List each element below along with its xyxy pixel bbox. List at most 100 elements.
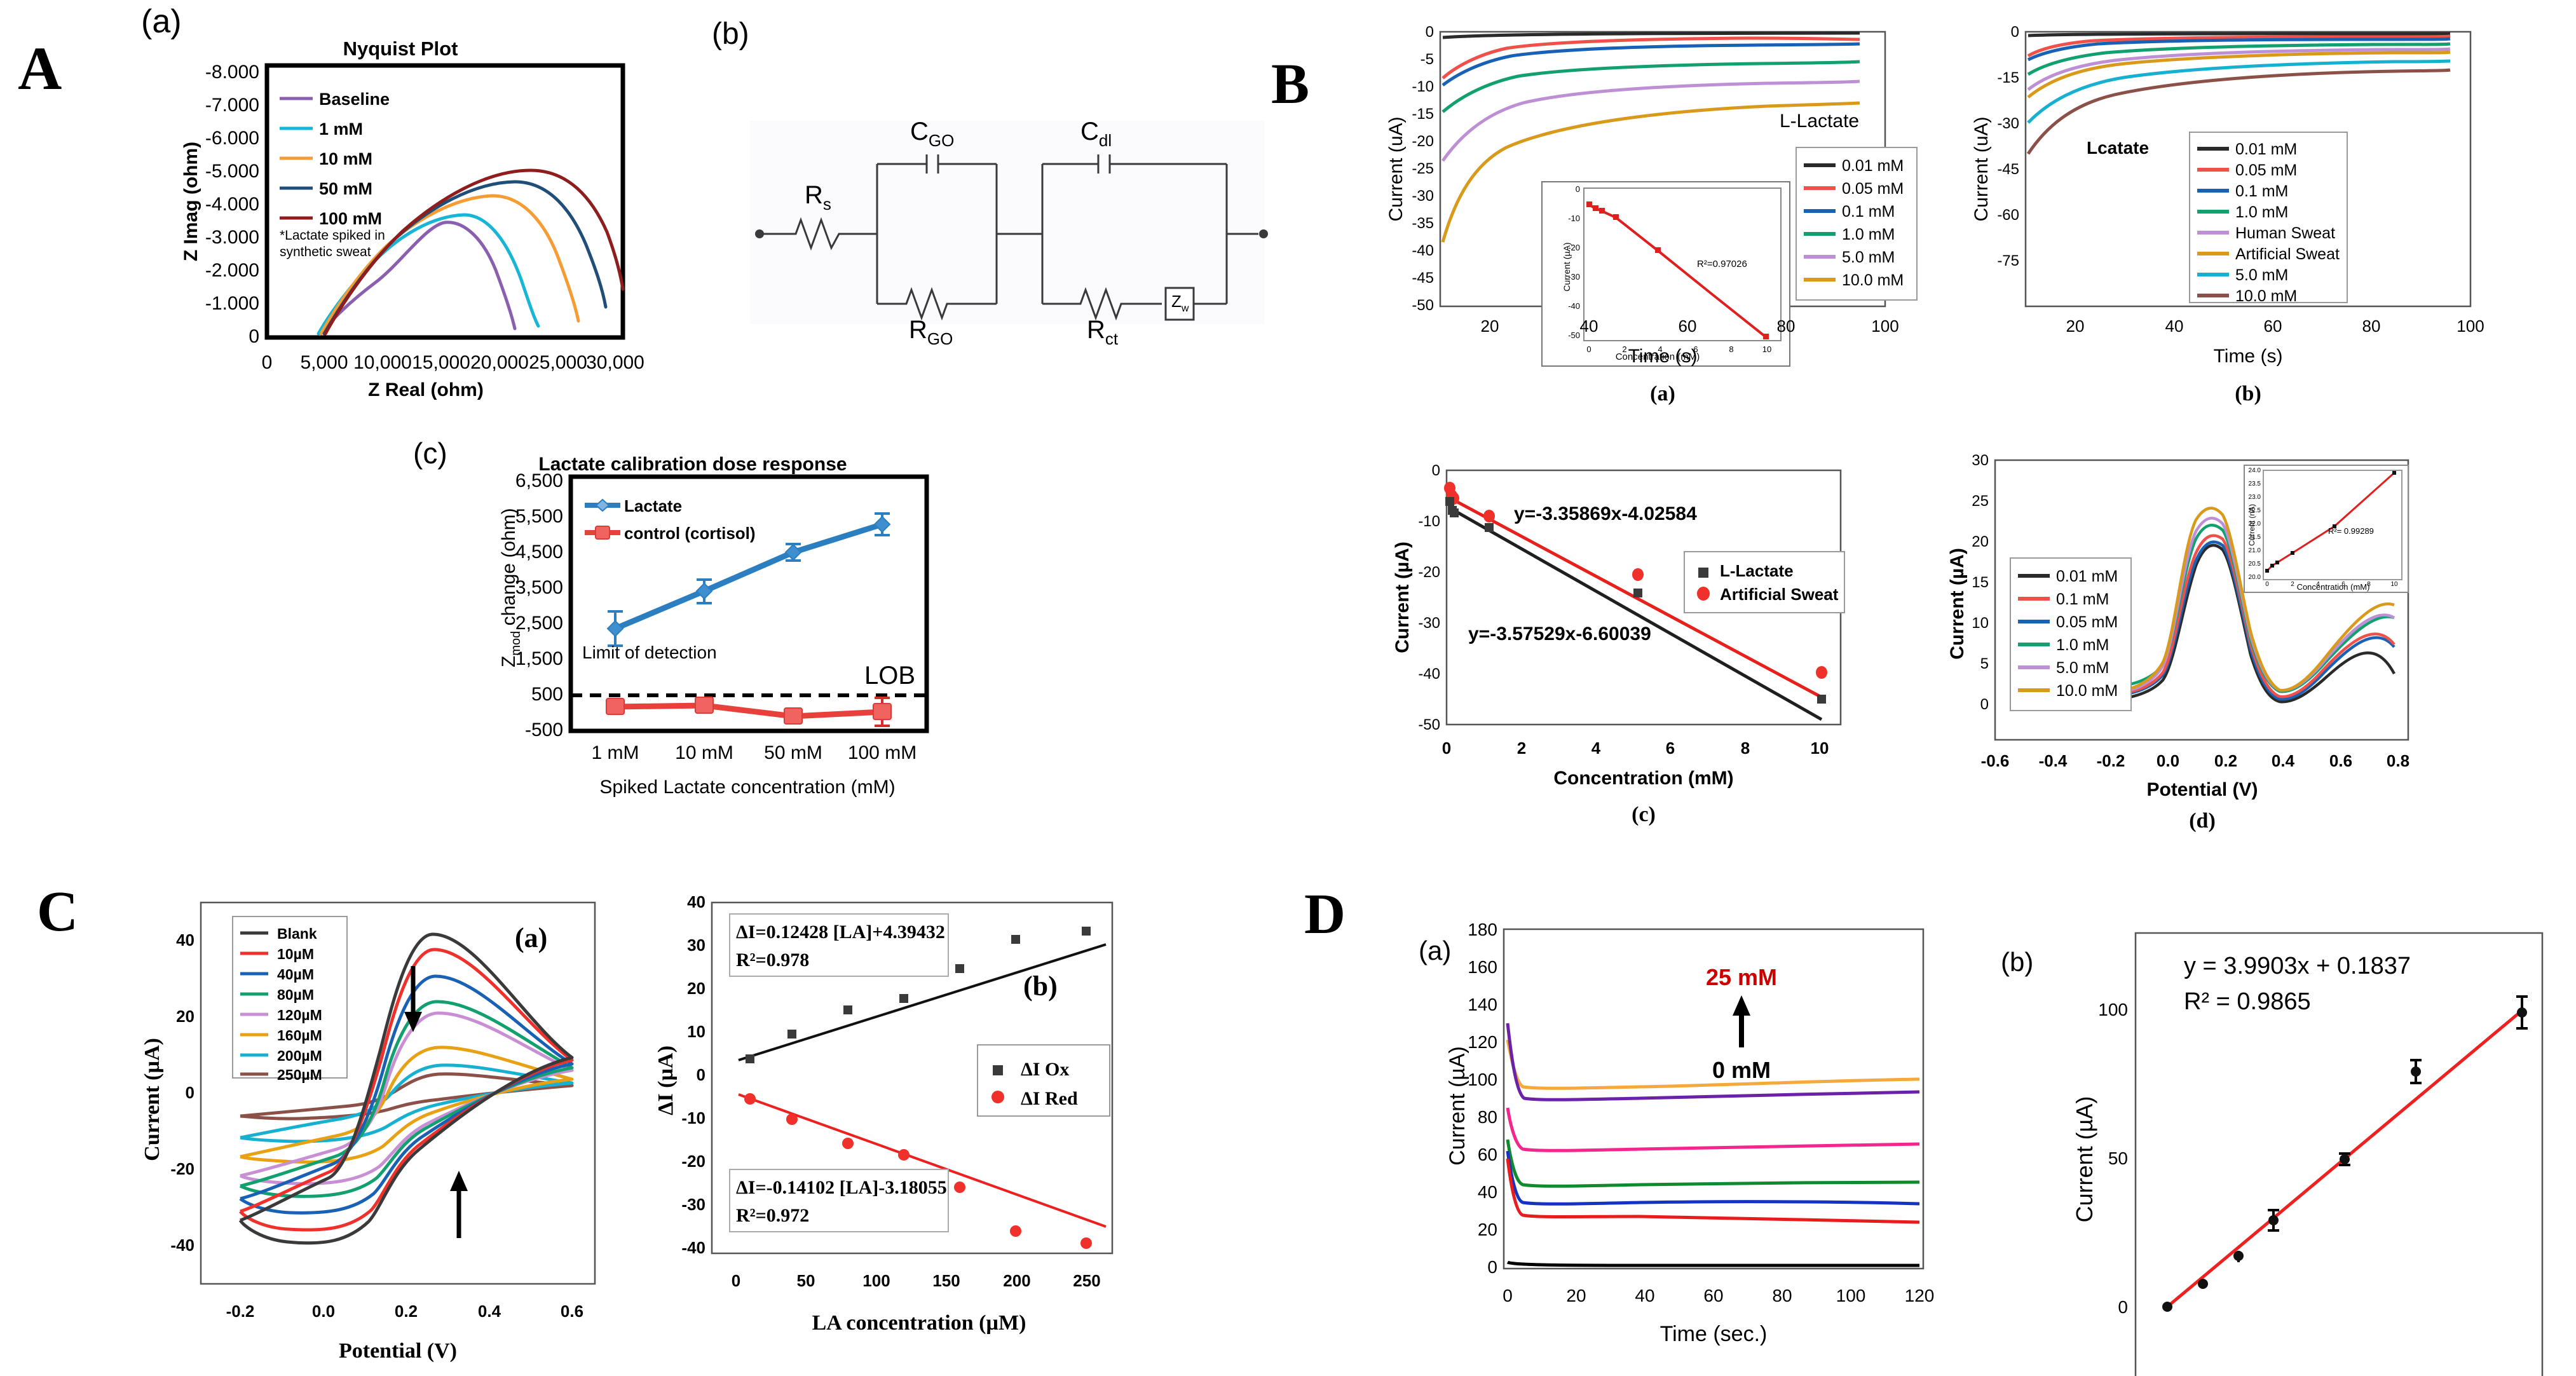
nyquist-note-line1: *Lactate spiked in: [280, 228, 385, 243]
svg-text:23.5: 23.5: [2249, 480, 2261, 487]
panel-letter-c: C: [37, 880, 78, 943]
svg-text:2: 2: [1517, 739, 1526, 758]
svg-text:0: 0: [2011, 24, 2019, 41]
svg-text:150: 150: [932, 1271, 960, 1290]
svg-text:8: 8: [1729, 344, 1733, 354]
b-d-tag: (d): [2189, 809, 2216, 833]
svg-text:-20: -20: [1412, 133, 1434, 150]
svg-text:0: 0: [1503, 1286, 1513, 1305]
svg-text:50: 50: [797, 1271, 815, 1290]
svg-text:4: 4: [2316, 581, 2320, 588]
svg-text:0: 0: [1442, 739, 1451, 758]
up-arrow-icon: [450, 1171, 468, 1191]
b-d-inset-xlabel: Concentration (mM): [2297, 582, 2370, 592]
b-a-inset-calibration: R²=0.97026 Concentration (mM) Current (µ…: [1541, 181, 1790, 367]
b-a-chronoamperometry-plot: 0 -5 -10 -15 -20 -25 -30 -35 -40 -45 -50…: [1386, 24, 1918, 405]
calibration-legend: Lactate control (cortisol): [585, 496, 756, 543]
svg-text:6,500: 6,500: [515, 470, 563, 491]
c-a-ylabel: Current (µA): [140, 1038, 164, 1161]
svg-text:80: 80: [2362, 317, 2381, 336]
d-b-points: [2162, 1007, 2527, 1312]
b-c-fit-artificial-sweat: [1450, 497, 1823, 699]
svg-text:15: 15: [1972, 574, 1989, 591]
svg-text:0.2: 0.2: [2214, 751, 2237, 770]
svg-text:-3.000: -3.000: [205, 227, 259, 248]
b-d-legend: 0.01 mM 0.1 mM 0.05 mM 1.0 mM 5.0 mM 10.…: [2010, 557, 2132, 711]
b-c-eq-bottom: y=-3.57529x-6.60039: [1468, 623, 1651, 644]
svg-text:-20: -20: [1418, 564, 1440, 581]
lob-label: LOB: [864, 662, 915, 690]
svg-text:25: 25: [1972, 493, 1989, 510]
svg-text:Artificial Sweat: Artificial Sweat: [1720, 585, 1839, 604]
b-a-inset-r2: R²=0.97026: [1697, 259, 1747, 269]
svg-text:10.0 mM: 10.0 mM: [1842, 271, 1904, 289]
svg-text:10.0 mM: 10.0 mM: [2235, 287, 2297, 305]
b-d-inset-calibration: R²= 0.99289 Concentration (mM) Current (…: [2244, 465, 2409, 593]
svg-text:60: 60: [1478, 1145, 1497, 1164]
svg-text:30: 30: [1972, 452, 1989, 469]
svg-text:-0.2: -0.2: [2097, 751, 2125, 770]
c-a-tag: (a): [515, 922, 547, 953]
svg-text:-20: -20: [170, 1159, 194, 1178]
svg-text:23.0: 23.0: [2249, 494, 2261, 501]
svg-text:0: 0: [1426, 24, 1434, 41]
svg-text:0: 0: [2118, 1297, 2128, 1317]
svg-text:0: 0: [1432, 462, 1440, 479]
b-a-inset-xlabel: Concentration (mM): [1616, 351, 1700, 362]
c-b-eq-ox-box: ΔI=0.12428 [LA]+4.39432 R²=0.978: [729, 913, 949, 977]
svg-text:0.6: 0.6: [2329, 751, 2352, 770]
svg-text:0: 0: [186, 1083, 194, 1102]
svg-text:-1.000: -1.000: [205, 293, 259, 314]
c-b-fit-red: [738, 1093, 1107, 1228]
svg-text:22.0: 22.0: [2249, 521, 2261, 528]
svg-text:-20: -20: [1568, 243, 1580, 252]
svg-text:25,000: 25,000: [529, 352, 587, 373]
svg-text:1.0 mM: 1.0 mM: [2056, 636, 2109, 654]
svg-text:-35: -35: [1412, 215, 1434, 232]
b-a-ylabel: Current (uA): [1386, 116, 1407, 221]
nyquist-ylabel: Z Imag (ohm): [181, 142, 201, 261]
svg-text:1 mM: 1 mM: [592, 742, 639, 763]
svg-text:50: 50: [2108, 1148, 2128, 1168]
b-b-tag: (b): [2235, 382, 2261, 405]
svg-text:40: 40: [1580, 317, 1598, 336]
svg-text:-10: -10: [1412, 78, 1434, 95]
svg-text:-30: -30: [1412, 187, 1434, 205]
svg-text:5,000: 5,000: [300, 352, 348, 373]
svg-text:-0.6: -0.6: [1981, 751, 2010, 770]
panel-letter-d: D: [1304, 883, 1346, 946]
svg-text:10 mM: 10 mM: [675, 742, 733, 763]
c-b-ylabel: ΔI (µA): [654, 1046, 678, 1115]
svg-text:1.0 mM: 1.0 mM: [2235, 203, 2288, 221]
b-b-xlabel: Time (s): [2214, 346, 2283, 367]
b-b-legend: 0.01 mM 0.05 mM 0.1 mM 1.0 mM Human Swea…: [2189, 132, 2348, 305]
equivalent-circuit-diagram: Rs CGO RGO Cdl Rct Zw: [750, 118, 1268, 348]
svg-text:-10: -10: [1568, 214, 1580, 223]
svg-text:-50: -50: [1412, 297, 1434, 314]
c-a-cyclic-voltammogram: 40 20 0 -20 -40 Blank 10µM 40µM 80µM 120…: [140, 901, 596, 1363]
svg-text:20: 20: [1972, 533, 1989, 550]
svg-text:-45: -45: [1412, 269, 1434, 287]
svg-text:0: 0: [732, 1271, 740, 1290]
svg-text:0: 0: [262, 352, 273, 373]
svg-text:-0.2: -0.2: [226, 1302, 255, 1321]
svg-text:1.0 mM: 1.0 mM: [1842, 226, 1895, 243]
svg-text:0.6: 0.6: [561, 1302, 583, 1321]
panel-a-sub-c-tag: (c): [413, 437, 447, 470]
svg-text:50 mM: 50 mM: [764, 742, 822, 763]
svg-text:100: 100: [862, 1271, 890, 1290]
c-b-fit-ox: [738, 943, 1107, 1061]
svg-text:-30: -30: [681, 1195, 705, 1214]
svg-text:8: 8: [2367, 581, 2371, 588]
calibration-xlabel: Spiked Lactate concentration (mM): [599, 777, 895, 798]
b-c-ylabel: Current (µA): [1392, 542, 1413, 653]
svg-text:250µM: 250µM: [277, 1066, 322, 1083]
svg-text:ΔI Red: ΔI Red: [1021, 1088, 1078, 1109]
svg-text:80: 80: [1478, 1107, 1497, 1127]
svg-text:0.0: 0.0: [2157, 751, 2179, 770]
d-b-lactate-calibration-plot: (b) 100 50 0 y = 3.9903x + 0.1837 R² = 0…: [2001, 932, 2544, 1376]
svg-text:10: 10: [1811, 739, 1829, 758]
svg-text:10.0 mM: 10.0 mM: [2056, 682, 2118, 700]
svg-text:-20: -20: [681, 1152, 705, 1171]
svg-text:20,000: 20,000: [470, 352, 529, 373]
